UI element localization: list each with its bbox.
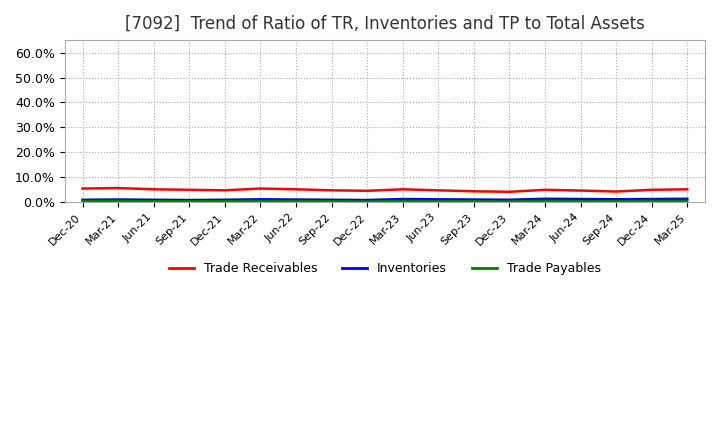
Trade Receivables	[185, 187, 194, 192]
Inventories	[505, 197, 513, 202]
Trade Receivables	[292, 187, 300, 192]
Inventories	[541, 196, 549, 202]
Inventories	[576, 196, 585, 202]
Trade Payables	[434, 198, 443, 204]
Inventories	[114, 197, 122, 202]
Trade Payables	[185, 198, 194, 204]
Trade Payables	[469, 198, 478, 204]
Trade Receivables	[220, 187, 229, 193]
Trade Payables	[505, 199, 513, 204]
Inventories	[78, 197, 87, 202]
Trade Receivables	[541, 187, 549, 192]
Trade Payables	[114, 198, 122, 204]
Trade Receivables	[505, 189, 513, 194]
Trade Payables	[683, 198, 691, 204]
Trade Payables	[292, 198, 300, 204]
Trade Payables	[363, 199, 372, 204]
Inventories	[398, 196, 407, 202]
Trade Payables	[149, 198, 158, 204]
Trade Payables	[327, 198, 336, 204]
Trade Receivables	[363, 188, 372, 194]
Trade Receivables	[78, 186, 87, 191]
Title: [7092]  Trend of Ratio of TR, Inventories and TP to Total Assets: [7092] Trend of Ratio of TR, Inventories…	[125, 15, 645, 33]
Inventories	[327, 197, 336, 202]
Trade Receivables	[114, 185, 122, 191]
Trade Payables	[78, 198, 87, 204]
Trade Payables	[647, 198, 656, 204]
Trade Payables	[612, 198, 621, 204]
Inventories	[363, 198, 372, 203]
Inventories	[647, 196, 656, 202]
Trade Payables	[398, 198, 407, 204]
Inventories	[612, 197, 621, 202]
Line: Trade Payables: Trade Payables	[83, 201, 687, 202]
Inventories	[469, 197, 478, 202]
Trade Receivables	[647, 187, 656, 192]
Legend: Trade Receivables, Inventories, Trade Payables: Trade Receivables, Inventories, Trade Pa…	[163, 257, 606, 280]
Trade Receivables	[434, 187, 443, 193]
Inventories	[185, 198, 194, 203]
Trade Receivables	[612, 189, 621, 194]
Trade Receivables	[398, 187, 407, 192]
Trade Receivables	[469, 189, 478, 194]
Line: Inventories: Inventories	[83, 199, 687, 200]
Trade Receivables	[256, 186, 265, 191]
Trade Payables	[541, 198, 549, 204]
Inventories	[683, 196, 691, 202]
Trade Payables	[256, 198, 265, 204]
Trade Receivables	[149, 187, 158, 192]
Trade Payables	[220, 198, 229, 204]
Inventories	[220, 197, 229, 202]
Trade Receivables	[327, 187, 336, 193]
Line: Trade Receivables: Trade Receivables	[83, 188, 687, 192]
Inventories	[256, 197, 265, 202]
Inventories	[149, 197, 158, 202]
Inventories	[434, 197, 443, 202]
Trade Receivables	[683, 187, 691, 192]
Trade Receivables	[576, 188, 585, 193]
Trade Payables	[576, 198, 585, 204]
Inventories	[292, 197, 300, 202]
